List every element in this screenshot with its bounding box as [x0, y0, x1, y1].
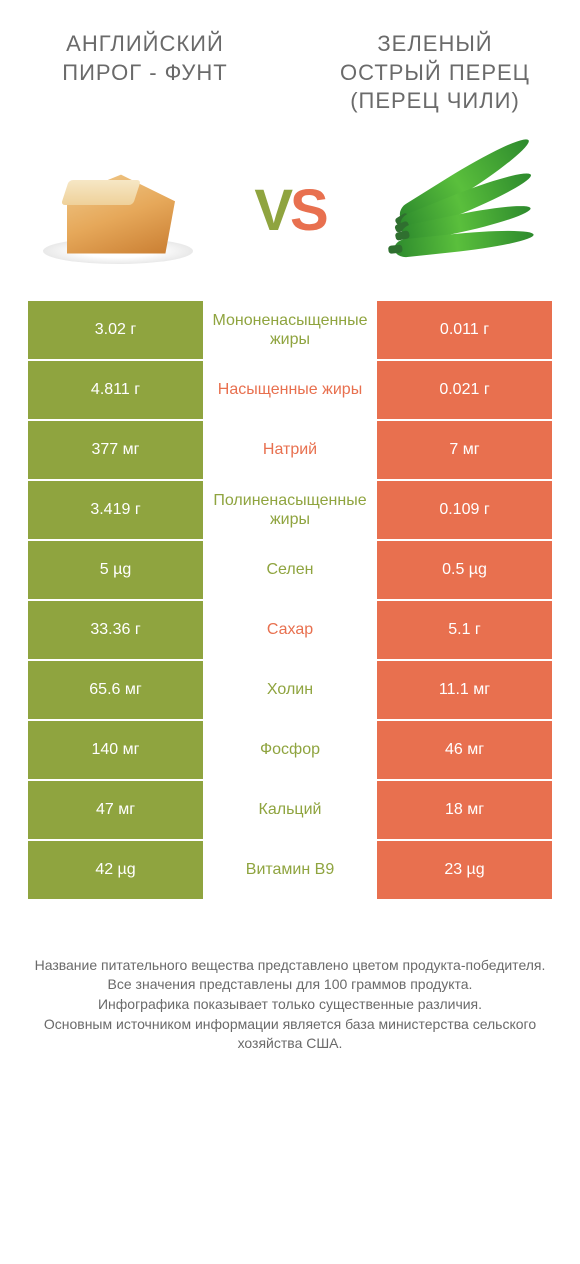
table-row: 140 мгФосфор46 мг [28, 721, 552, 781]
chili-peppers-icon [385, 146, 545, 276]
table-row: 33.36 гСахар5.1 г [28, 601, 552, 661]
footnote-line: Основным источником информации является … [18, 1015, 562, 1054]
nutrient-label: Полиненасыщенные жиры [203, 481, 377, 539]
images-row: VS [0, 136, 580, 301]
right-value: 46 мг [377, 721, 552, 779]
footnote-line: Название питательного вещества представл… [18, 956, 562, 976]
nutrient-label: Натрий [203, 421, 377, 479]
table-row: 65.6 мгХолин11.1 мг [28, 661, 552, 721]
left-value: 3.419 г [28, 481, 203, 539]
nutrient-label: Насыщенные жиры [203, 361, 377, 419]
right-value: 18 мг [377, 781, 552, 839]
right-value: 11.1 мг [377, 661, 552, 719]
table-row: 42 µgВитамин B923 µg [28, 841, 552, 901]
nutrient-label: Селен [203, 541, 377, 599]
footnotes: Название питательного вещества представл… [0, 901, 580, 1054]
left-value: 33.36 г [28, 601, 203, 659]
left-value: 42 µg [28, 841, 203, 899]
left-value: 65.6 мг [28, 661, 203, 719]
nutrient-table: 3.02 гМононенасыщенные жиры0.011 г4.811 … [28, 301, 552, 901]
table-row: 3.419 гПолиненасыщенные жиры0.109 г [28, 481, 552, 541]
right-value: 0.021 г [377, 361, 552, 419]
table-row: 47 мгКальций18 мг [28, 781, 552, 841]
left-value: 47 мг [28, 781, 203, 839]
right-value: 0.109 г [377, 481, 552, 539]
vs-letter-right: S [290, 178, 326, 243]
pound-cake-icon [35, 146, 195, 276]
right-product-title: ЗЕЛЕНЫЙ ОСТРЫЙ ПЕРЕЦ (ПЕРЕЦ ЧИЛИ) [330, 30, 540, 116]
nutrient-label: Фосфор [203, 721, 377, 779]
vs-letter-left: V [254, 178, 290, 243]
footnote-line: Инфографика показывает только существенн… [18, 995, 562, 1015]
nutrient-label: Мононенасыщенные жиры [203, 301, 377, 359]
right-value: 23 µg [377, 841, 552, 899]
left-value: 140 мг [28, 721, 203, 779]
left-value: 377 мг [28, 421, 203, 479]
vs-label: VS [254, 177, 325, 244]
right-value: 7 мг [377, 421, 552, 479]
nutrient-label: Сахар [203, 601, 377, 659]
right-value: 0.011 г [377, 301, 552, 359]
left-value: 4.811 г [28, 361, 203, 419]
nutrient-label: Кальций [203, 781, 377, 839]
footnote-line: Все значения представлены для 100 граммо… [18, 975, 562, 995]
nutrient-label: Холин [203, 661, 377, 719]
table-row: 4.811 гНасыщенные жиры0.021 г [28, 361, 552, 421]
left-value: 5 µg [28, 541, 203, 599]
left-product-title: АНГЛИЙСКИЙ ПИРОГ - ФУНТ [40, 30, 250, 116]
table-row: 5 µgСелен0.5 µg [28, 541, 552, 601]
table-row: 3.02 гМононенасыщенные жиры0.011 г [28, 301, 552, 361]
right-value: 5.1 г [377, 601, 552, 659]
right-value: 0.5 µg [377, 541, 552, 599]
header: АНГЛИЙСКИЙ ПИРОГ - ФУНТ ЗЕЛЕНЫЙ ОСТРЫЙ П… [0, 0, 580, 136]
nutrient-label: Витамин B9 [203, 841, 377, 899]
table-row: 377 мгНатрий7 мг [28, 421, 552, 481]
left-value: 3.02 г [28, 301, 203, 359]
